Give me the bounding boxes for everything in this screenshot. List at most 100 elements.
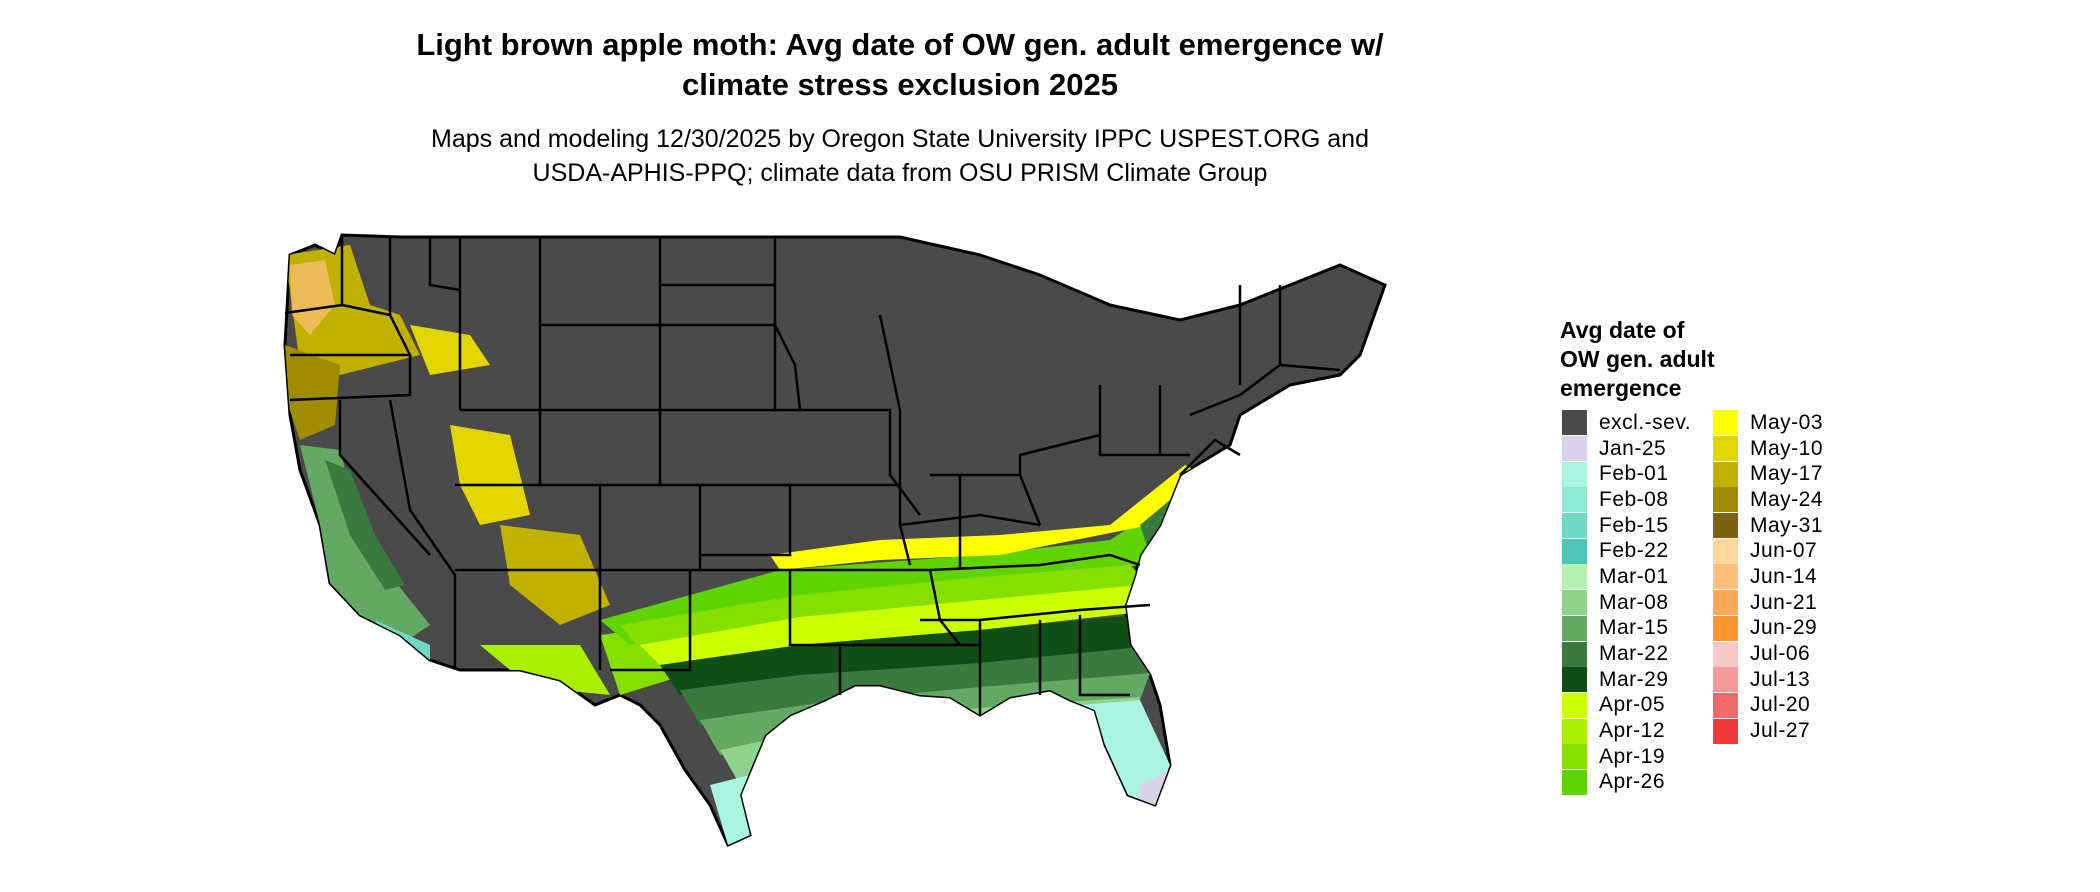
legend-item: May-17	[1713, 461, 1823, 487]
legend-swatch	[1562, 487, 1587, 513]
legend-column-2: May-03 May-10 May-17 May-24 May-31 Jun-07 Jun-…	[1713, 410, 1823, 744]
legend-label: Jun-21	[1750, 590, 1818, 614]
map-subtitle-line-2: USDA-APHIS-PPQ; climate data from OSU PR…	[532, 159, 1268, 187]
legend-label: Feb-22	[1599, 539, 1669, 563]
legend-swatch	[1713, 667, 1738, 693]
legend-swatch	[1713, 538, 1738, 564]
legend-item: Apr-05	[1562, 692, 1691, 719]
legend-label: Jul-13	[1750, 667, 1811, 691]
zone-central-valley	[325, 460, 405, 590]
legend-title-line-1: Avg date of	[1560, 317, 1685, 343]
legend-label: Mar-22	[1599, 642, 1669, 666]
zone-mar-29-band	[660, 613, 1160, 695]
legend-swatch	[1562, 769, 1587, 795]
legend-item: Apr-26	[1562, 769, 1691, 796]
zone-utah-arizona	[500, 525, 610, 625]
legend-swatch	[1562, 667, 1587, 693]
legend-swatch	[1562, 436, 1587, 462]
legend-item: excl.-sev.	[1562, 410, 1691, 436]
legend-item: May-03	[1713, 410, 1823, 436]
legend-label: May-03	[1750, 410, 1824, 434]
legend-item: Feb-08	[1562, 487, 1691, 513]
legend-label: Mar-01	[1599, 564, 1669, 588]
zone-oregon	[285, 345, 340, 440]
legend-item: Jan-25	[1562, 436, 1691, 462]
legend-swatch	[1562, 692, 1587, 718]
legend-swatch	[1713, 461, 1738, 487]
legend-label: Mar-29	[1599, 667, 1669, 691]
legend-item: May-24	[1713, 487, 1823, 513]
zone-pacific-northwest-peach	[290, 260, 335, 335]
legend-title-line-3: emergence	[1560, 375, 1682, 401]
legend-item: May-10	[1713, 436, 1823, 462]
legend-swatch	[1562, 513, 1587, 539]
legend-swatch	[1713, 410, 1738, 436]
state-boundaries	[284, 235, 1341, 715]
legend-item: Jul-06	[1713, 641, 1823, 667]
legend-item: Jul-20	[1713, 692, 1823, 719]
legend-label: Jul-20	[1750, 693, 1811, 717]
legend-item: Feb-01	[1562, 461, 1691, 487]
legend-title-line-2: OW gen. adult	[1560, 346, 1715, 372]
legend-label: May-31	[1750, 513, 1824, 537]
legend-label: Feb-15	[1599, 513, 1669, 537]
legend-swatch	[1562, 744, 1587, 770]
zone-apr-05-band	[640, 585, 1160, 665]
legend-item: Jul-13	[1713, 667, 1823, 693]
legend-label: Feb-08	[1599, 487, 1669, 511]
legend-column-1: excl.-sev. Jan-25 Feb-01 Feb-08 Feb-15 Feb-22…	[1562, 410, 1691, 795]
legend-item: Mar-22	[1562, 641, 1691, 667]
legend-label: May-10	[1750, 436, 1824, 460]
legend-label: Mar-08	[1599, 590, 1669, 614]
legend-swatch	[1713, 564, 1738, 590]
legend-item: Apr-12	[1562, 718, 1691, 744]
us-landmass	[283, 233, 1387, 847]
legend-swatch	[1562, 461, 1587, 487]
legend-item: Feb-15	[1562, 513, 1691, 539]
legend-swatch	[1713, 641, 1738, 667]
legend-item: Feb-22	[1562, 538, 1691, 564]
zone-great-basin	[450, 425, 530, 525]
legend-item: Mar-01	[1562, 564, 1691, 590]
legend-label: May-24	[1750, 487, 1824, 511]
legend-item: Jul-27	[1713, 718, 1823, 744]
legend-item: Mar-08	[1562, 590, 1691, 616]
legend-swatch	[1713, 718, 1738, 744]
legend-swatch	[1713, 615, 1738, 641]
legend-label: Jun-14	[1750, 564, 1818, 588]
map-title-line-1: Light brown apple moth: Avg date of OW g…	[416, 27, 1384, 62]
legend-item: Jun-21	[1713, 590, 1823, 616]
legend-label: Jun-07	[1750, 539, 1818, 563]
zone-may-03-band	[770, 465, 1205, 570]
legend-label: Mar-15	[1599, 616, 1669, 640]
map-subtitle-line-1: Maps and modeling 12/30/2025 by Oregon S…	[431, 125, 1369, 153]
legend-item: Mar-29	[1562, 667, 1691, 693]
legend-swatch	[1562, 538, 1587, 564]
legend-label: excl.-sev.	[1599, 410, 1692, 434]
legend-label: Jun-29	[1750, 616, 1818, 640]
zone-florida	[1080, 700, 1170, 805]
legend-item: May-31	[1713, 513, 1823, 539]
legend-swatch	[1713, 692, 1738, 718]
legend-item: Jun-29	[1713, 615, 1823, 642]
us-emergence-map	[283, 233, 1387, 847]
legend-label: May-17	[1750, 462, 1824, 486]
legend-swatch	[1562, 410, 1587, 436]
legend-item: Jun-14	[1713, 564, 1823, 590]
legend-swatch	[1562, 590, 1587, 616]
legend-label: Apr-12	[1599, 719, 1666, 743]
zone-southwest-desert	[480, 645, 610, 695]
legend-swatch	[1562, 564, 1587, 590]
legend-label: Jan-25	[1599, 436, 1667, 460]
legend-label: Jul-06	[1750, 642, 1811, 666]
legend-swatch	[1713, 436, 1738, 462]
legend-item: Jun-07	[1713, 538, 1823, 564]
legend-item: Mar-15	[1562, 615, 1691, 642]
legend-label: Apr-19	[1599, 744, 1666, 768]
legend-swatch	[1562, 615, 1587, 641]
legend-swatch	[1713, 513, 1738, 539]
zone-idaho-valley	[410, 325, 490, 375]
legend-item: Apr-19	[1562, 744, 1691, 770]
legend-swatch	[1562, 718, 1587, 744]
legend-swatch	[1713, 487, 1738, 513]
